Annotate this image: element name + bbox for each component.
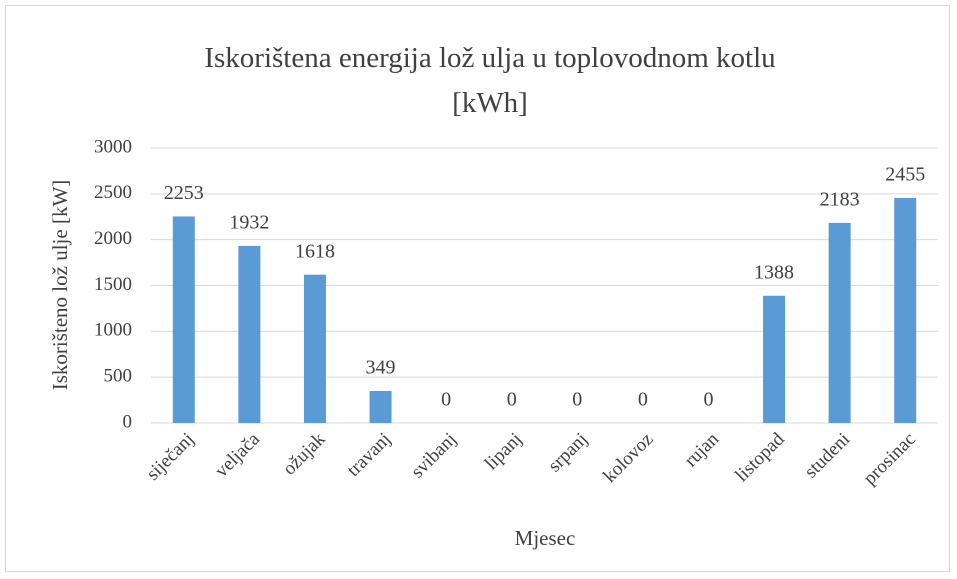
bar (763, 295, 786, 423)
data-label: 2183 (820, 188, 860, 210)
data-label: 0 (507, 389, 517, 411)
x-tick-label: rujan (681, 428, 724, 471)
y-tick-label: 1500 (94, 274, 132, 295)
bar (369, 391, 392, 423)
y-tick-label: 500 (104, 366, 133, 387)
data-label: 0 (703, 389, 713, 411)
chart-title: Iskorištena energija lož ulja u toplovod… (204, 42, 776, 119)
y-tick-label: 3000 (94, 136, 132, 157)
y-axis-title: Iskorišteno lož ulje [kW] (48, 180, 72, 391)
data-label: 1932 (229, 211, 269, 233)
y-tick-label: 2500 (94, 182, 132, 203)
x-tick-label: kolovoz (599, 429, 657, 487)
data-label: 349 (366, 357, 396, 379)
data-label: 0 (638, 389, 648, 411)
x-tick-label: lipanj (481, 429, 526, 474)
x-tick-label: listopad (731, 428, 789, 486)
x-axis-title: Mjesec (515, 526, 576, 550)
bar (303, 274, 326, 423)
data-label: 0 (441, 389, 451, 411)
data-label: 1618 (295, 240, 335, 262)
x-tick-label: travanj (343, 429, 395, 481)
x-tick-label: veljača (211, 428, 264, 481)
y-tick-label: 1000 (94, 320, 132, 341)
y-tick-label: 2000 (94, 228, 132, 249)
bar (172, 216, 195, 423)
x-tick-label: prosinac (859, 429, 919, 489)
x-tick-label: siječanj (143, 429, 199, 485)
bar (828, 222, 851, 423)
x-tick-label: studeni (801, 429, 855, 483)
data-label: 0 (572, 389, 582, 411)
x-tick-label: ožujak (279, 428, 330, 479)
x-tick-label: svibanj (407, 429, 461, 483)
y-tick-label: 0 (123, 411, 133, 432)
data-label: 2253 (164, 182, 204, 204)
data-label: 2455 (885, 164, 925, 186)
x-tick-label: srpanj (544, 429, 592, 477)
bar (238, 245, 261, 423)
data-label: 1388 (754, 261, 794, 283)
bar (894, 197, 917, 423)
chart-border (5, 5, 950, 572)
